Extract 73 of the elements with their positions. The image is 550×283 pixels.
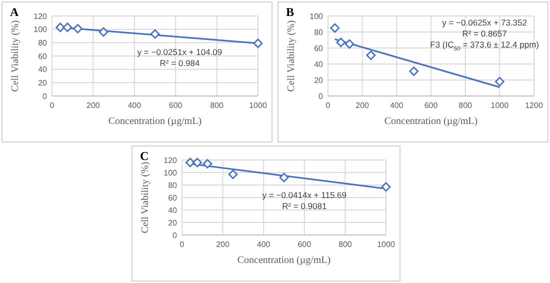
- point: [73, 24, 82, 34]
- x-axis-title: Concentration (µg/mL): [108, 116, 202, 127]
- y-axis-title: Cell Viability (%): [140, 162, 151, 234]
- x-tick-label: 200: [86, 101, 100, 110]
- y-tick-label: 0: [42, 92, 48, 101]
- point: [279, 172, 289, 182]
- point: [494, 76, 504, 86]
- x-tick-label: 0: [326, 101, 331, 110]
- y-tick-label: 60: [38, 52, 48, 61]
- annotation: y = −0.0251x + 104.09: [137, 46, 222, 57]
- y-tick-label: 20: [168, 218, 178, 228]
- point: [344, 39, 354, 49]
- y-tick-label: 80: [314, 28, 324, 37]
- annotation: y = −0.0414x + 115.69: [262, 190, 347, 200]
- x-tick-label: 800: [338, 240, 352, 249]
- point: [56, 22, 65, 32]
- point: [409, 66, 419, 76]
- x-tick-label: 400: [128, 101, 142, 110]
- point: [366, 50, 376, 60]
- x-tick-label: 600: [168, 101, 183, 110]
- x-tick-label: 400: [390, 101, 404, 110]
- point: [381, 182, 391, 192]
- x-tick-label: 600: [298, 240, 312, 249]
- y-tick-label: 100: [310, 12, 324, 21]
- y-axis-title: Cell Viability (%): [10, 20, 21, 92]
- x-tick-label: 800: [210, 101, 224, 110]
- point: [228, 170, 238, 180]
- annotation: R² = 0.9081: [282, 201, 327, 212]
- x-tick-label: 800: [458, 101, 473, 110]
- y-tick-label: 0: [172, 230, 178, 240]
- x-axis-title: Concentration (µg/mL): [237, 255, 331, 266]
- y-tick-label: 60: [168, 193, 178, 202]
- y-tick-label: 120: [164, 156, 178, 165]
- y-tick-label: 80: [38, 38, 48, 48]
- x-tick-label: 1200: [525, 101, 544, 110]
- point: [253, 38, 263, 48]
- annotation: F3 (IC$_{50}$ = 373.6 ± 12.4 ppm): [430, 39, 540, 52]
- y-tick-label: 40: [38, 65, 48, 74]
- y-tick-label: 40: [168, 206, 178, 215]
- y-tick-label: 100: [34, 25, 48, 34]
- y-tick-label: 0: [318, 92, 324, 101]
- x-tick-label: 1000: [490, 101, 510, 110]
- y-tick-label: 120: [34, 12, 48, 21]
- x-tick-label: 1000: [377, 240, 396, 249]
- point: [330, 23, 340, 33]
- x-tick-label: 200: [216, 240, 230, 249]
- x-tick-label: 400: [256, 240, 271, 249]
- y-tick-label: 20: [38, 78, 48, 88]
- y-tick-label: 60: [314, 44, 324, 53]
- chart-title: A: [10, 5, 19, 19]
- y-tick-label: 100: [164, 168, 178, 178]
- point: [98, 27, 108, 37]
- x-tick-label: 200: [356, 101, 370, 110]
- x-tick-label: 600: [424, 101, 438, 110]
- x-tick-label: 0: [180, 240, 185, 249]
- point: [185, 158, 195, 168]
- point: [62, 22, 72, 32]
- x-tick-label: 1000: [249, 101, 268, 110]
- y-tick-label: 80: [168, 180, 178, 190]
- annotation: R² = 0.984: [160, 58, 200, 68]
- y-tick-label: 40: [314, 60, 324, 69]
- point: [202, 159, 212, 168]
- y-axis-title: Cell Viability (%): [286, 20, 297, 92]
- chart-title: B: [286, 5, 294, 19]
- x-tick-label: 0: [50, 101, 55, 110]
- point: [336, 38, 346, 48]
- annotation: y = −0.0625x + 73.352: [442, 17, 528, 28]
- annotation: R² = 0.8657: [462, 28, 508, 38]
- point: [192, 158, 202, 168]
- y-tick-label: 20: [314, 76, 324, 85]
- x-axis-title: Concentration (µg/mL): [384, 116, 478, 127]
- point: [150, 29, 160, 39]
- chart-title: C: [140, 149, 149, 163]
